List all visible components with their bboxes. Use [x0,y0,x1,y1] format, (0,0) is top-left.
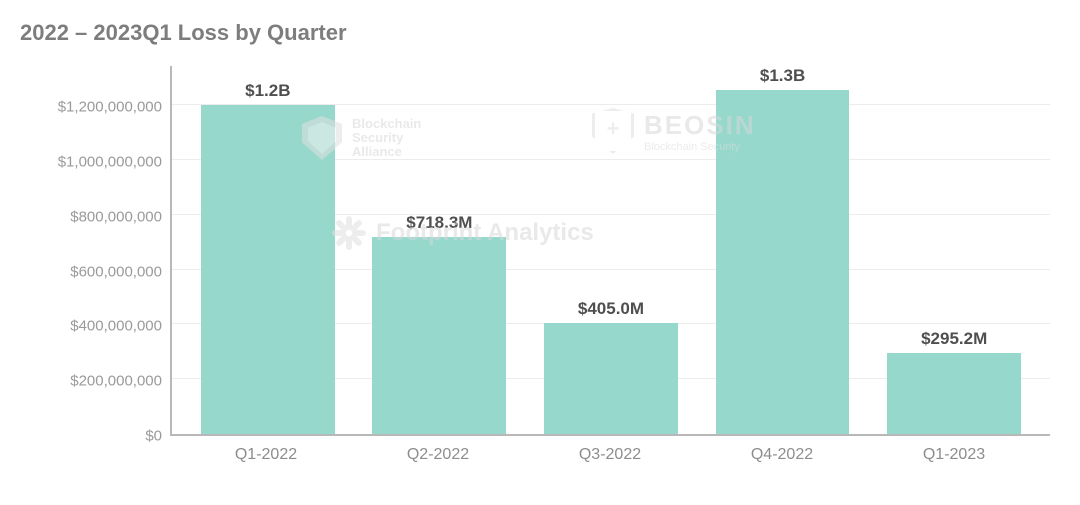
chart-title: 2022 – 2023Q1 Loss by Quarter [20,20,1050,46]
chart-area: $0 $200,000,000 $400,000,000 $600,000,000 $8… [20,66,1050,485]
bar-value-label: $1.3B [760,66,805,86]
bar-slot: $718.3M [354,66,526,434]
plot: $1.2B$718.3M$405.0M$1.3B$295.2M Blockcha… [170,66,1050,436]
y-tick-label: $1,200,000,000 [58,99,162,116]
bar [372,237,506,434]
bar [544,323,678,434]
y-tick-label: $200,000,000 [70,373,162,390]
x-tick-label: Q2-2022 [352,446,524,464]
plot-wrap: $1.2B$718.3M$405.0M$1.3B$295.2M Blockcha… [170,66,1050,485]
bar-slot: $1.2B [182,66,354,434]
x-tick-label: Q1-2022 [180,446,352,464]
bar [887,353,1021,434]
bar-value-label: $295.2M [921,329,987,349]
x-tick-label: Q4-2022 [696,446,868,464]
y-tick-label: $0 [145,428,162,445]
y-axis: $0$200,000,000$400,000,000$600,000,000$8… [20,66,170,436]
bar-value-label: $405.0M [578,299,644,319]
y-tick-label: $1,000,000,000 [58,153,162,170]
bar-value-label: $1.2B [245,81,290,101]
y-tick-label: $800,000,000 [70,208,162,225]
x-tick-label: Q1-2023 [868,446,1040,464]
chart-container: 2022 – 2023Q1 Loss by Quarter $0 $200,000… [0,0,1080,505]
y-tick-label: $600,000,000 [70,263,162,280]
bar-slot: $295.2M [868,66,1040,434]
bar [716,90,850,434]
bars-group: $1.2B $718.3M $405.0M $1.3B $295.2M [172,66,1050,434]
bar-slot: $1.3B [697,66,869,434]
bar-slot: $405.0M [525,66,697,434]
bar [201,105,335,434]
x-axis: Q1-2022Q2-2022Q3-2022Q4-2022Q1-2023 [170,436,1050,464]
x-tick-label: Q3-2022 [524,446,696,464]
y-tick-label: $400,000,000 [70,318,162,335]
bar-value-label: $718.3M [406,213,472,233]
